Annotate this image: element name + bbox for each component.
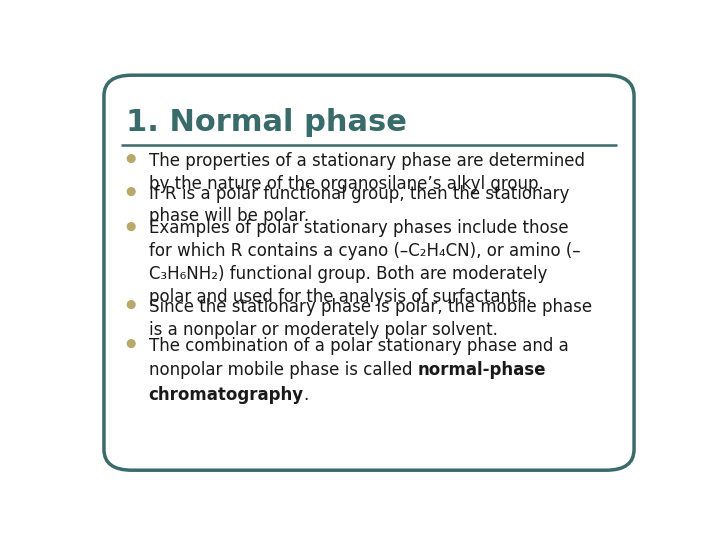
Text: nonpolar mobile phase is called: nonpolar mobile phase is called	[148, 361, 418, 380]
Text: Since the stationary phase is polar, the mobile phase
is a nonpolar or moderatel: Since the stationary phase is polar, the…	[148, 298, 592, 339]
Text: Examples of polar stationary phases include those
for which R contains a cyano (: Examples of polar stationary phases incl…	[148, 219, 580, 306]
Text: ●: ●	[125, 185, 135, 198]
FancyBboxPatch shape	[104, 75, 634, 470]
Text: ●: ●	[125, 152, 135, 165]
Text: ●: ●	[125, 337, 135, 350]
Text: normal-phase: normal-phase	[418, 361, 546, 380]
Text: chromatography: chromatography	[148, 386, 304, 404]
Text: ●: ●	[125, 219, 135, 233]
Text: chromatography: chromatography	[148, 386, 304, 404]
Text: 1. Normal phase: 1. Normal phase	[126, 109, 407, 138]
Text: nonpolar mobile phase is called: nonpolar mobile phase is called	[148, 361, 418, 380]
Text: .: .	[304, 386, 309, 404]
Text: The properties of a stationary phase are determined
by the nature of the organos: The properties of a stationary phase are…	[148, 152, 585, 193]
Text: The combination of a polar stationary phase and a: The combination of a polar stationary ph…	[148, 337, 568, 355]
Text: ●: ●	[125, 298, 135, 310]
Text: If R is a polar functional group, then the stationary
phase will be polar.: If R is a polar functional group, then t…	[148, 185, 569, 226]
